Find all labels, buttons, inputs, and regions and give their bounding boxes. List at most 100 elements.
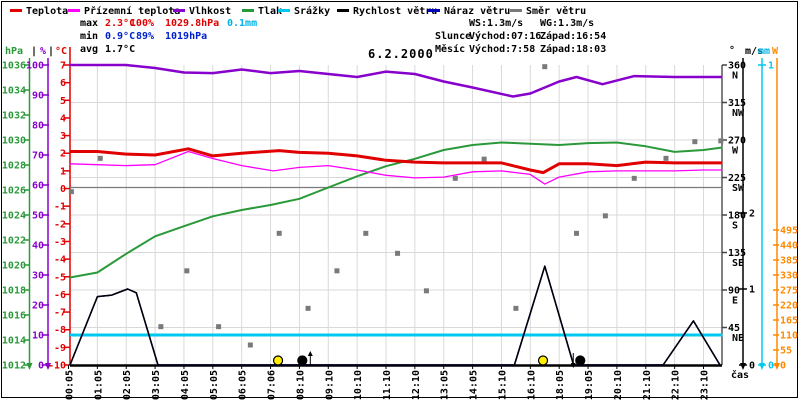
tick-label-radiation: 110 <box>780 331 798 342</box>
sunset-marker <box>537 355 549 366</box>
legend-swatch <box>68 9 80 12</box>
tick-label-direction: 180 <box>728 211 746 222</box>
time-tick-label: 09:10 <box>324 370 335 400</box>
legend-swatch <box>337 9 349 12</box>
legend-item-3: Vlhkost <box>173 6 231 18</box>
legend-swatch <box>173 9 185 12</box>
stat-avg-label: avg <box>80 44 99 55</box>
legend-item-2: Přízemní teplota <box>68 6 180 18</box>
series-rychlost-v-tru-line <box>69 265 721 366</box>
unit-separator: | <box>31 46 38 57</box>
series-p-zemn-teplota-line <box>69 150 723 185</box>
time-tick-label: 08:10 <box>295 370 306 400</box>
tick-label-radiation: 330 <box>780 271 798 282</box>
tick-label-direction: 315 <box>728 98 746 109</box>
tick-label-pressure: 1026 <box>2 186 26 197</box>
tick-label-humidity: 40 <box>32 241 44 252</box>
tick-label-temperature: -7 <box>54 308 66 319</box>
temperature-unit-label: °C <box>55 46 68 57</box>
time-tick-label: 22:10 <box>671 370 682 400</box>
tick-label-temperature: 1 <box>60 166 66 177</box>
legend-label: Teplota <box>26 6 69 17</box>
time-tick-label: 07:06 <box>267 370 278 400</box>
time-tick-label: 13:05 <box>440 370 451 400</box>
tick-label-wind: 2 <box>749 208 755 219</box>
tick-label-temperature: -2 <box>54 219 66 230</box>
time-tick-label: 19:05 <box>584 370 595 400</box>
stat-wind-speed: WS:1.3m/s <box>469 18 524 29</box>
stat-max-temp: 2.3°C <box>105 18 136 29</box>
moonrise-time: Východ:7:58 <box>469 44 536 55</box>
legend-item-7: Náraz větru <box>428 6 510 18</box>
tick-label-direction: 90 <box>728 286 740 297</box>
tick-label-pressure: 1034 <box>2 86 26 97</box>
tick-label-radiation: 385 <box>780 256 798 267</box>
tick-label-pressure: 1030 <box>2 136 26 147</box>
legend-label: Srážky <box>294 6 331 17</box>
tick-label-radiation: 165 <box>780 316 798 327</box>
stat-max-precip: 0.1mm <box>227 18 258 29</box>
tick-label-humidity: 60 <box>32 181 44 192</box>
tick-label-humidity: 10 <box>32 331 44 342</box>
time-tick-label: 06:05 <box>238 370 249 400</box>
time-tick-label: 21:10 <box>642 370 653 400</box>
legend-swatch <box>10 9 22 12</box>
tick-label-temperature: -6 <box>54 290 66 301</box>
axis-arrow-precip <box>759 363 765 370</box>
legend: Teplota Přízemní teplota Vlhkost Tlak Srážky… <box>0 6 800 18</box>
legend-swatch <box>510 9 522 12</box>
legend-item-8: Směr větru <box>510 6 586 18</box>
stat-max-label: max <box>80 18 99 29</box>
direction-unit-label: ° <box>729 45 736 56</box>
series-tlak-line <box>69 141 723 279</box>
time-tick-label: 11:10 <box>382 370 393 400</box>
tick-label-precip: 1 <box>768 61 774 72</box>
tick-label-humidity: 50 <box>32 211 44 222</box>
chart-title: 6.2.2000 <box>368 47 434 61</box>
tick-label-direction: 270 <box>728 136 746 147</box>
tick-label-direction: 360 <box>728 61 746 72</box>
time-tick-label: 10:10 <box>353 370 364 400</box>
series-sm-r-v-tru-sample <box>363 230 369 236</box>
series-sm-r-v-tru-sample <box>395 250 401 256</box>
tick-label-direction: 45 <box>728 323 740 334</box>
time-tick-label: 18:05 <box>555 370 566 400</box>
direction-name-label: SE <box>732 258 744 269</box>
tick-label-temperature: -9 <box>54 343 66 354</box>
tick-label-precip: 0 <box>768 361 774 372</box>
legend-label: Rychlost větru <box>353 6 438 17</box>
time-tick-label: 14:05 <box>469 370 480 400</box>
tick-label-temperature: 0 <box>60 184 66 195</box>
direction-name-label: N <box>732 71 738 82</box>
tick-label-pressure: 1032 <box>2 111 26 122</box>
series-sm-r-v-tru-sample <box>692 139 698 145</box>
series-sm-r-v-tru-sample <box>216 324 222 330</box>
tick-label-direction: 225 <box>728 173 746 184</box>
stat-max-humidity: 100% <box>129 18 154 29</box>
tick-label-pressure: 1012 <box>2 361 26 372</box>
humidity-unit-label: % <box>40 46 47 57</box>
tick-label-pressure: 1036 <box>2 61 26 72</box>
time-tick-label: 02:05 <box>122 370 133 400</box>
tick-label-temperature: 3 <box>60 131 66 142</box>
series-sm-r-v-tru-sample <box>68 189 74 195</box>
tick-label-pressure: 1020 <box>2 261 26 272</box>
tick-label-pressure: 1024 <box>2 211 26 222</box>
time-tick-label: 12:10 <box>411 370 422 400</box>
series-sm-r-v-tru-sample <box>97 155 103 161</box>
series-sm-r-v-tru-sample <box>481 156 487 162</box>
tick-label-wind: 0 <box>749 361 755 372</box>
time-tick-label: 04:05 <box>180 370 191 400</box>
tick-label-humidity: 90 <box>32 91 44 102</box>
legend-swatch <box>278 9 290 12</box>
axis-arrow-pressure <box>26 363 33 370</box>
tick-label-temperature: 7 <box>60 61 66 72</box>
stat-wind-gust: WG:1.3m/s <box>540 18 595 29</box>
direction-name-label: NE <box>732 333 744 344</box>
direction-name-label: S <box>732 221 738 232</box>
series-sm-r-v-tru-sample <box>423 288 429 294</box>
wind-unit-label: m/s <box>745 46 764 57</box>
direction-name-label: SW <box>732 183 745 194</box>
series-n-raz-v-tru-line <box>69 265 721 366</box>
